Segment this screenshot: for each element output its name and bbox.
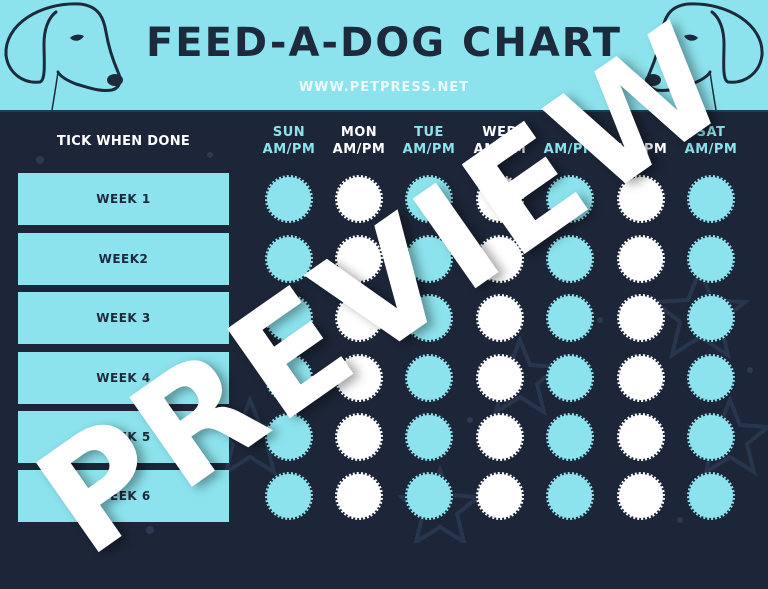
day-ampm: AM/PM bbox=[402, 142, 456, 157]
feed-checkbox-circle[interactable] bbox=[617, 354, 665, 402]
page-title: FEED-A-DOG CHART bbox=[145, 20, 623, 66]
feed-checkbox-circle[interactable] bbox=[265, 472, 313, 520]
header-banner: FEED-A-DOG CHART WWW.PETPRESS.NET bbox=[0, 0, 768, 112]
week-label: WEEK 5 bbox=[18, 411, 229, 463]
feed-checkbox-circle[interactable] bbox=[546, 354, 594, 402]
feed-checkbox-circle[interactable] bbox=[335, 235, 383, 283]
feed-checkbox-circle[interactable] bbox=[335, 472, 383, 520]
feed-checkbox-circle[interactable] bbox=[476, 354, 524, 402]
dog-head-icon bbox=[645, 2, 764, 110]
day-name: TUE bbox=[414, 125, 444, 140]
day-header: MON AM/PM bbox=[321, 124, 397, 158]
day-ampm: AM/PM bbox=[332, 142, 386, 157]
tick-when-done-label: TICK WHEN DONE bbox=[56, 134, 191, 149]
day-header: SUN AM/PM bbox=[251, 124, 327, 158]
feed-checkbox-circle[interactable] bbox=[265, 235, 313, 283]
feed-checkbox-circle[interactable] bbox=[687, 294, 735, 342]
day-ampm: AM/PM bbox=[543, 142, 597, 157]
day-ampm: AM/PM bbox=[262, 142, 316, 157]
feed-checkbox-circle[interactable] bbox=[687, 235, 735, 283]
feed-checkbox-circle[interactable] bbox=[405, 175, 453, 223]
day-ampm: AM/PM bbox=[684, 142, 738, 157]
feed-checkbox-circle[interactable] bbox=[476, 294, 524, 342]
feed-checkbox-circle[interactable] bbox=[265, 354, 313, 402]
feed-checkbox-circle[interactable] bbox=[687, 472, 735, 520]
day-name: SAT bbox=[696, 125, 726, 140]
feed-checkbox-circle[interactable] bbox=[546, 235, 594, 283]
feed-checkbox-circle[interactable] bbox=[617, 413, 665, 461]
feed-checkbox-circle[interactable] bbox=[335, 354, 383, 402]
feed-checkbox-circle[interactable] bbox=[265, 413, 313, 461]
website-url: WWW.PETPRESS.NET bbox=[298, 80, 470, 95]
day-name bbox=[532, 124, 608, 141]
week-label: WEEK 6 bbox=[18, 470, 229, 522]
feed-checkbox-circle[interactable] bbox=[405, 413, 453, 461]
day-header: AM/PM bbox=[532, 124, 608, 158]
feed-checkbox-circle[interactable] bbox=[405, 354, 453, 402]
feed-checkbox-circle[interactable] bbox=[405, 294, 453, 342]
day-name: SUN bbox=[272, 125, 306, 140]
day-name: MON bbox=[340, 125, 378, 140]
feed-checkbox-circle[interactable] bbox=[476, 472, 524, 520]
week-label: WEEK 3 bbox=[18, 292, 229, 344]
feed-checkbox-circle[interactable] bbox=[265, 175, 313, 223]
feed-checkbox-circle[interactable] bbox=[335, 175, 383, 223]
week-label: WEEK 1 bbox=[18, 173, 229, 225]
day-header: TUE AM/PM bbox=[391, 124, 467, 158]
day-header: SAT AM/PM bbox=[673, 124, 749, 158]
feed-checkbox-circle[interactable] bbox=[617, 294, 665, 342]
feed-checkbox-circle[interactable] bbox=[405, 235, 453, 283]
feed-checkbox-circle[interactable] bbox=[476, 413, 524, 461]
week-label: WEEK2 bbox=[18, 233, 229, 285]
feed-checkbox-circle[interactable] bbox=[687, 413, 735, 461]
day-name bbox=[603, 124, 679, 141]
feed-checkbox-circle[interactable] bbox=[617, 472, 665, 520]
feed-checkbox-circle[interactable] bbox=[335, 294, 383, 342]
feed-checkbox-circle[interactable] bbox=[617, 235, 665, 283]
dog-head-icon bbox=[4, 2, 123, 110]
day-header: WED AM/PM bbox=[462, 124, 538, 158]
feed-checkbox-circle[interactable] bbox=[687, 175, 735, 223]
week-label: WEEK 4 bbox=[18, 352, 229, 404]
feed-checkbox-circle[interactable] bbox=[476, 175, 524, 223]
feed-checkbox-circle[interactable] bbox=[546, 472, 594, 520]
day-header: AM/PM bbox=[603, 124, 679, 158]
feed-checkbox-circle[interactable] bbox=[546, 294, 594, 342]
feed-checkbox-circle[interactable] bbox=[476, 235, 524, 283]
feed-checkbox-circle[interactable] bbox=[617, 175, 665, 223]
feed-checkbox-circle[interactable] bbox=[335, 413, 383, 461]
feed-checkbox-circle[interactable] bbox=[687, 354, 735, 402]
feed-checkbox-circle[interactable] bbox=[546, 175, 594, 223]
day-name: WED bbox=[482, 125, 518, 140]
day-ampm: AM/PM bbox=[614, 142, 668, 157]
feed-checkbox-circle[interactable] bbox=[405, 472, 453, 520]
feed-checkbox-circle[interactable] bbox=[546, 413, 594, 461]
feed-checkbox-circle[interactable] bbox=[265, 294, 313, 342]
day-ampm: AM/PM bbox=[473, 142, 527, 157]
